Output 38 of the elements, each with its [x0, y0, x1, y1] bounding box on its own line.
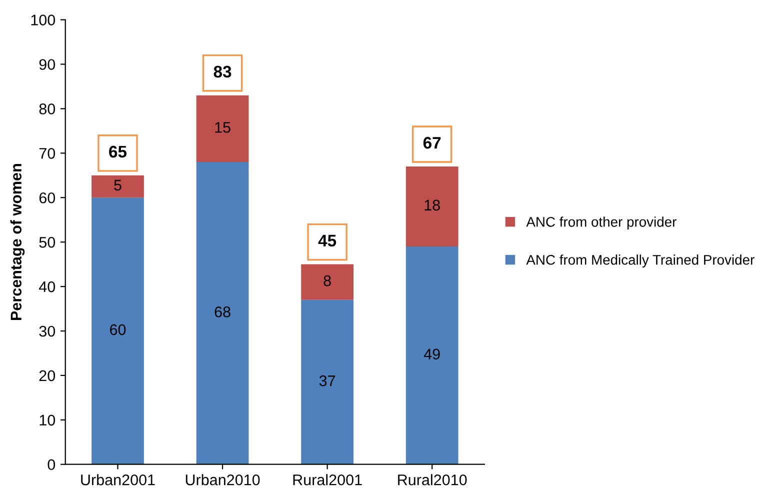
data-label: 5 [114, 180, 122, 191]
total-label: 67 [423, 136, 441, 149]
data-label: 60 [110, 324, 126, 336]
total-label: 45 [318, 234, 336, 247]
bar [92, 198, 144, 464]
bar [406, 246, 458, 464]
bar [196, 95, 249, 162]
y-tick-label: 80 [39, 104, 56, 114]
y-tick-label: 40 [39, 281, 56, 292]
legend-label: ANC from other provider [526, 216, 676, 230]
x-tick-label: Urban2001 [81, 474, 155, 486]
data-label: 49 [424, 348, 440, 360]
bar [92, 175, 144, 198]
bar [301, 300, 354, 464]
data-label: 15 [215, 122, 230, 133]
x-tick-label: Rural2001 [293, 474, 362, 486]
bar [196, 162, 249, 464]
y-tick-label: 50 [39, 236, 56, 248]
total-label: 83 [214, 66, 232, 78]
x-tick-label: Rural2010 [398, 474, 467, 486]
y-tick-label: 10 [40, 414, 56, 426]
total-label: 65 [109, 146, 127, 158]
y-tick-label: 90 [39, 59, 56, 70]
y-tick-label: 0 [48, 459, 56, 470]
data-label: 68 [214, 306, 230, 318]
y-tick-label: 30 [39, 326, 56, 337]
data-label: 18 [424, 200, 440, 211]
y-tick-label: 70 [39, 148, 56, 159]
y-tick-label: 20 [39, 370, 56, 382]
y-tick-label: 100 [31, 14, 56, 26]
data-label: 8 [324, 275, 331, 286]
x-tick-label: Urban2010 [186, 474, 260, 486]
bar [406, 166, 458, 247]
y-tick-label: 60 [39, 192, 56, 204]
legend-label: ANC from Medically Trained Provider [526, 254, 754, 268]
data-label: 37 [319, 375, 336, 386]
y-axis-title: Percentage of women [10, 164, 25, 320]
bar [301, 264, 354, 300]
